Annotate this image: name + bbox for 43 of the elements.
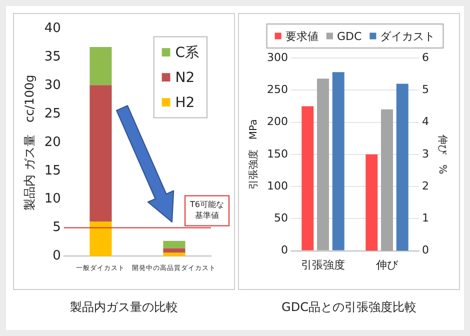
y-tick-label: 30 [44,78,61,94]
y2-axis-title: 伸び % [436,134,448,174]
y-tick-label: 5 [52,220,61,236]
y2-tick-label: 0 [422,244,429,257]
y-axis-title: 引張強度 MPa [248,119,260,190]
y-tick-label: 20 [44,134,61,150]
legend-label: C系 [175,44,200,61]
ref-line-label: T6可能な基準値 [189,200,224,220]
y2-tick-label: 1 [422,212,429,225]
text: 製品内ガス量の比較 [69,299,179,316]
bar [163,248,186,253]
y-tick-label: 50 [274,212,288,225]
y-tick-label: 35 [44,50,61,65]
legend-label: GDC [336,30,362,43]
y2-tick-label: 3 [422,147,429,160]
y2-tick-label: 2 [422,179,429,192]
x-tick-label: 引張強度 [300,258,345,272]
legend-label: N2 [175,70,195,86]
y-tick-label: 25 [44,106,61,122]
bar [90,46,112,86]
x-tick-label: 伸び [376,258,399,272]
y-tick-label: 100 [266,179,288,192]
y-tick-label: 200 [266,115,288,128]
y-tick-label: 15 [44,163,61,178]
y-tick-label: 10 [44,192,61,207]
y2-tick-label: 6 [422,50,429,64]
bar [90,222,112,256]
y-tick-label: 0 [280,244,288,257]
y-tick-label: 40 [44,21,61,36]
legend-label: 要求値 [285,30,318,43]
y2-tick-label: 5 [422,82,429,96]
y-tick-label: 150 [266,147,288,160]
y2-tick-label: 4 [422,115,429,128]
legend-label: ダイカスト [380,30,436,43]
legend-label: H2 [175,94,195,111]
y-tick-label: 300 [266,50,288,64]
y-tick-label: 250 [266,82,288,96]
y-axis-title: 製品内 ガス量 cc/100g [22,74,36,210]
y-tick-label: 0 [52,248,61,264]
bar [163,252,186,256]
text: GDC品との引張強度比較 [280,299,418,316]
bar [90,85,112,222]
bar [163,240,186,248]
